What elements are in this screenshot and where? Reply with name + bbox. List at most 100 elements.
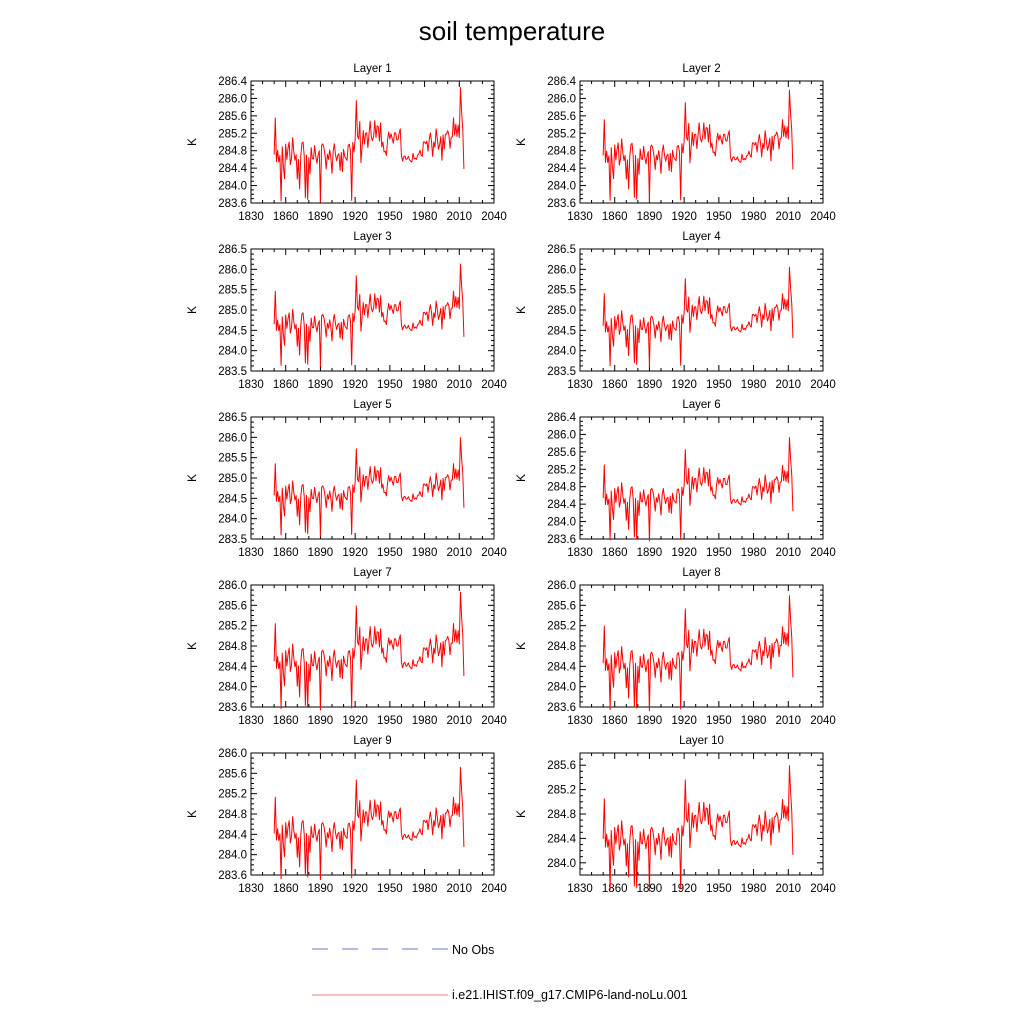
layer-8-x-tick-label: 2010 — [775, 715, 801, 727]
layer-7-x-tick-label: 2040 — [481, 715, 507, 727]
layer-6-x-tick-label: 1980 — [741, 547, 767, 559]
layer-9-y-tick-label: 284.4 — [218, 829, 247, 841]
layer-6-x-tick-label: 1920 — [671, 547, 697, 559]
layer-8-x-tick-label: 1920 — [671, 715, 697, 727]
layer-8-y-tick-label: 283.6 — [547, 702, 576, 714]
layer-4-y-tick-label: 285.0 — [547, 305, 576, 317]
layer-3-x-tick-label: 1920 — [342, 379, 368, 391]
layer-3-panel: Layer 3 1830 1860 1890 1920 1950 1980 2010 2040 2… — [185, 231, 507, 391]
layer-1-y-tick-label: 284.8 — [218, 146, 247, 158]
layer-3-x-tick-label: 1950 — [377, 379, 403, 391]
layer-3-x-tick-label: 2010 — [446, 379, 472, 391]
layer-1-series-line — [273, 87, 465, 203]
layer-5-y-tick-label: 285.0 — [218, 473, 247, 485]
layer-2-x-tick-label: 2040 — [810, 211, 836, 223]
layer-1-y-tick-label: 286.4 — [218, 76, 247, 88]
layer-3-x-tick-label: 1830 — [238, 379, 264, 391]
layer-4-x-tick-label: 1890 — [637, 379, 663, 391]
layer-2-y-tick-label: 283.6 — [547, 198, 576, 210]
layer-6-y-tick-label: 284.0 — [547, 517, 576, 529]
layer-4-y-tick-label: 284.0 — [547, 346, 576, 358]
layer-10-x-tick-label: 2010 — [775, 883, 801, 895]
layer-3-x-tick-label: 1890 — [308, 379, 334, 391]
layer-5-y-axis-label: K — [185, 474, 199, 482]
layer-8-y-tick-label: 285.6 — [547, 600, 576, 612]
layer-7-y-tick-label: 284.0 — [218, 682, 247, 694]
layer-4-x-tick-label: 2040 — [810, 379, 836, 391]
layer-3-x-tick-label: 2040 — [481, 379, 507, 391]
layer-4-y-tick-label: 285.5 — [547, 285, 576, 297]
legend-label-no-obs: No Obs — [452, 943, 494, 957]
layer-10-x-tick-label: 2040 — [810, 883, 836, 895]
layer-7-x-tick-label: 1890 — [308, 715, 334, 727]
layer-1-y-tick-label: 285.6 — [218, 111, 247, 123]
layer-5-x-tick-label: 2040 — [481, 547, 507, 559]
layer-2-y-tick-label: 285.6 — [547, 111, 576, 123]
layer-2-y-tick-label: 284.0 — [547, 181, 576, 193]
layer-7-y-tick-label: 284.4 — [218, 661, 247, 673]
layer-10-title: Layer 10 — [679, 735, 724, 747]
layer-9-x-tick-label: 1830 — [238, 883, 264, 895]
layer-3-y-tick-label: 284.5 — [218, 325, 247, 337]
layer-6-y-tick-label: 285.6 — [547, 447, 576, 459]
layer-2-y-tick-label: 284.4 — [547, 163, 576, 175]
layer-8-x-tick-label: 1980 — [741, 715, 767, 727]
layer-10-y-tick-label: 285.6 — [547, 760, 576, 772]
layer-5-y-tick-label: 284.0 — [218, 514, 247, 526]
layer-1-x-tick-label: 2010 — [446, 211, 472, 223]
layer-5-x-tick-label: 1890 — [308, 547, 334, 559]
layer-8-y-tick-label: 286.0 — [547, 580, 576, 592]
layer-6-x-tick-label: 2010 — [775, 547, 801, 559]
layer-9-title: Layer 9 — [353, 735, 391, 747]
layer-8-series-line — [602, 595, 794, 712]
layer-6-y-tick-label: 283.6 — [547, 534, 576, 546]
layer-1-y-tick-label: 286.0 — [218, 93, 247, 105]
layer-1-y-tick-label: 284.0 — [218, 181, 247, 193]
layer-6-y-tick-label: 286.0 — [547, 429, 576, 441]
layer-5-y-tick-label: 284.5 — [218, 493, 247, 505]
layer-7-y-axis-label: K — [185, 642, 199, 650]
layer-9-x-tick-label: 1980 — [412, 883, 438, 895]
layer-2-x-tick-label: 1860 — [602, 211, 628, 223]
layer-4-panel: Layer 4 1830 1860 1890 1920 1950 1980 2010 2040 2… — [514, 231, 836, 391]
layer-10-y-tick-label: 284.0 — [547, 858, 576, 870]
layer-2-y-tick-label: 284.8 — [547, 146, 576, 158]
layer-6-title: Layer 6 — [682, 399, 720, 411]
layer-7-x-tick-label: 1980 — [412, 715, 438, 727]
layer-8-y-tick-label: 284.8 — [547, 641, 576, 653]
layer-3-y-axis-label: K — [185, 306, 199, 314]
layer-6-x-tick-label: 2040 — [810, 547, 836, 559]
layer-5-panel: Layer 5 1830 1860 1890 1920 1950 1980 2010 2040 2… — [185, 399, 507, 559]
layer-10-x-tick-label: 1920 — [671, 883, 697, 895]
layer-3-title: Layer 3 — [353, 231, 391, 243]
layer-5-x-tick-label: 1830 — [238, 547, 264, 559]
layer-6-y-tick-label: 285.2 — [547, 464, 576, 476]
layer-9-panel: Layer 9 1830 1860 1890 1920 1950 1980 2010 2040 2… — [185, 735, 507, 895]
layer-7-y-tick-label: 285.6 — [218, 600, 247, 612]
layer-6-y-axis-label: K — [514, 474, 528, 482]
layer-8-x-tick-label: 1830 — [567, 715, 593, 727]
layer-2-x-tick-label: 1830 — [567, 211, 593, 223]
layer-6-x-tick-label: 1890 — [637, 547, 663, 559]
layer-2-y-axis-label: K — [514, 138, 528, 146]
layer-7-y-tick-label: 286.0 — [218, 580, 247, 592]
layer-1-title: Layer 1 — [353, 63, 391, 75]
layer-5-y-tick-label: 286.0 — [218, 432, 247, 444]
layer-6-y-tick-label: 284.4 — [547, 499, 576, 511]
layer-9-series-line — [273, 766, 465, 881]
layer-8-plot-frame — [579, 584, 824, 708]
layer-7-panel: Layer 7 1830 1860 1890 1920 1950 1980 2010 2040 2… — [185, 567, 507, 727]
layer-9-x-tick-label: 2010 — [446, 883, 472, 895]
layer-9-y-tick-label: 284.8 — [218, 809, 247, 821]
layer-6-x-tick-label: 1830 — [567, 547, 593, 559]
layer-5-y-tick-label: 285.5 — [218, 453, 247, 465]
layer-3-y-tick-label: 283.5 — [218, 366, 247, 378]
layer-8-y-tick-label: 284.0 — [547, 682, 576, 694]
layer-4-title: Layer 4 — [682, 231, 721, 243]
layer-2-x-tick-label: 1950 — [706, 211, 732, 223]
layer-4-series-line — [602, 266, 794, 368]
layer-4-y-axis-label: K — [514, 306, 528, 314]
layer-3-y-tick-label: 286.0 — [218, 264, 247, 276]
layer-1-x-tick-label: 1950 — [377, 211, 403, 223]
